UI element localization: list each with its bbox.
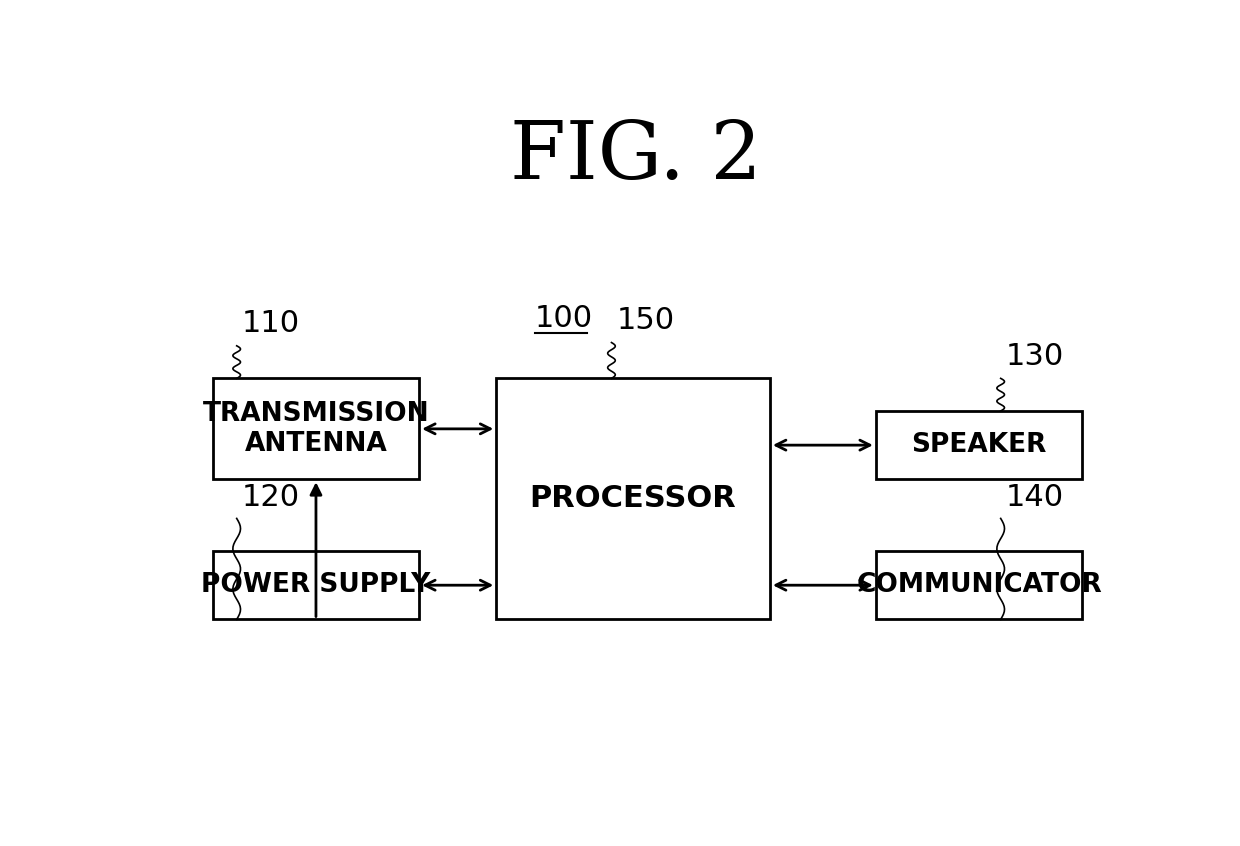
Text: TRANSMISSION
ANTENNA: TRANSMISSION ANTENNA [202, 401, 429, 457]
FancyBboxPatch shape [496, 378, 770, 619]
Text: FIG. 2: FIG. 2 [510, 118, 761, 195]
Text: PROCESSOR: PROCESSOR [529, 485, 737, 514]
Text: 100: 100 [534, 304, 593, 332]
Text: COMMUNICATOR: COMMUNICATOR [856, 572, 1102, 598]
Text: 140: 140 [1006, 483, 1064, 512]
Text: 120: 120 [242, 483, 300, 512]
FancyBboxPatch shape [213, 551, 419, 619]
Text: 110: 110 [242, 309, 300, 338]
Text: SPEAKER: SPEAKER [911, 432, 1047, 459]
Text: 130: 130 [1006, 342, 1064, 371]
FancyBboxPatch shape [875, 551, 1083, 619]
Text: 150: 150 [616, 305, 675, 335]
Text: POWER SUPPLY: POWER SUPPLY [201, 572, 430, 598]
FancyBboxPatch shape [875, 411, 1083, 480]
FancyBboxPatch shape [213, 378, 419, 480]
